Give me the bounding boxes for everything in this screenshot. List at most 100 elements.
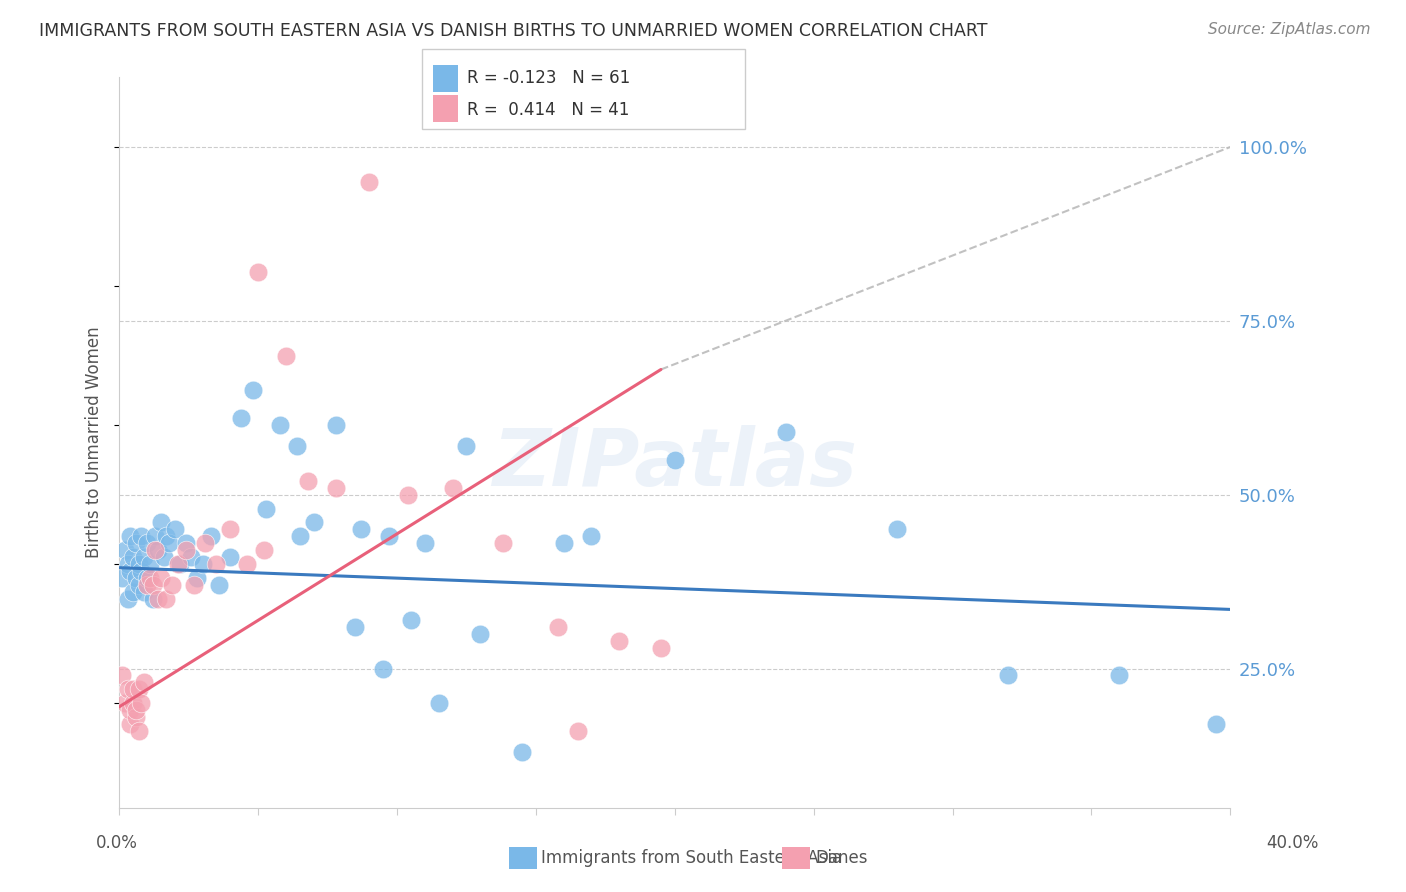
Point	[236, 558, 259, 572]
Point	[125, 536, 148, 550]
Point	[146, 592, 169, 607]
Point	[553, 536, 575, 550]
Point	[155, 592, 177, 607]
Point	[169, 558, 191, 572]
Point	[134, 585, 156, 599]
Point	[180, 550, 202, 565]
Point	[581, 529, 603, 543]
Text: R = -0.123   N = 61: R = -0.123 N = 61	[467, 69, 630, 87]
Point	[128, 558, 150, 572]
Point	[510, 745, 533, 759]
Point	[775, 425, 797, 439]
Point	[242, 384, 264, 398]
Point	[256, 501, 278, 516]
Point	[111, 668, 134, 682]
Point	[186, 571, 208, 585]
Point	[125, 571, 148, 585]
Point	[183, 578, 205, 592]
Point	[208, 578, 231, 592]
Point	[149, 571, 172, 585]
Point	[373, 661, 395, 675]
Point	[122, 682, 145, 697]
Point	[269, 418, 291, 433]
Point	[157, 536, 180, 550]
Text: ZIPatlas: ZIPatlas	[492, 425, 858, 503]
Point	[122, 696, 145, 710]
Point	[114, 696, 136, 710]
Point	[146, 543, 169, 558]
Point	[122, 585, 145, 599]
Point	[134, 550, 156, 565]
Point	[253, 543, 276, 558]
Point	[125, 710, 148, 724]
Point	[664, 453, 686, 467]
Point	[567, 724, 589, 739]
Text: R =  0.414   N = 41: R = 0.414 N = 41	[467, 101, 628, 119]
Point	[111, 571, 134, 585]
Point	[145, 543, 167, 558]
Point	[122, 550, 145, 565]
Point	[120, 703, 142, 717]
Point	[136, 571, 159, 585]
Point	[120, 529, 142, 543]
Point	[166, 558, 188, 572]
Point	[650, 640, 672, 655]
Point	[427, 696, 450, 710]
Point	[413, 536, 436, 550]
Point	[396, 488, 419, 502]
Point	[120, 717, 142, 731]
Point	[886, 523, 908, 537]
Text: Danes: Danes	[815, 849, 868, 867]
Point	[174, 543, 197, 558]
Point	[219, 550, 242, 565]
Point	[128, 724, 150, 739]
Point	[219, 523, 242, 537]
Point	[174, 536, 197, 550]
Point	[359, 175, 381, 189]
Text: 40.0%: 40.0%	[1267, 834, 1319, 852]
Point	[125, 703, 148, 717]
Point	[134, 675, 156, 690]
Point	[285, 439, 308, 453]
Point	[128, 682, 150, 697]
Point	[247, 265, 270, 279]
Point	[205, 558, 228, 572]
Point	[163, 523, 186, 537]
Point	[128, 578, 150, 592]
Point	[344, 620, 367, 634]
Point	[194, 536, 217, 550]
Point	[456, 439, 478, 453]
Point	[274, 349, 297, 363]
Y-axis label: Births to Unmarried Women: Births to Unmarried Women	[86, 326, 103, 558]
Point	[997, 668, 1019, 682]
Point	[139, 558, 162, 572]
Point	[149, 516, 172, 530]
Point	[350, 523, 373, 537]
Point	[120, 564, 142, 578]
Point	[117, 592, 139, 607]
Point	[145, 529, 167, 543]
Point	[117, 558, 139, 572]
Point	[191, 558, 214, 572]
Point	[117, 682, 139, 697]
Point	[297, 474, 319, 488]
Point	[399, 613, 422, 627]
Point	[136, 536, 159, 550]
Point	[470, 626, 492, 640]
Point	[139, 571, 162, 585]
Text: 0.0%: 0.0%	[96, 834, 138, 852]
Point	[607, 633, 630, 648]
Point	[155, 529, 177, 543]
Point	[1205, 717, 1227, 731]
Point	[114, 543, 136, 558]
Point	[136, 578, 159, 592]
Point	[547, 620, 569, 634]
Text: IMMIGRANTS FROM SOUTH EASTERN ASIA VS DANISH BIRTHS TO UNMARRIED WOMEN CORRELATI: IMMIGRANTS FROM SOUTH EASTERN ASIA VS DA…	[39, 22, 988, 40]
Text: Source: ZipAtlas.com: Source: ZipAtlas.com	[1208, 22, 1371, 37]
Point	[142, 592, 165, 607]
Point	[325, 481, 347, 495]
Point	[288, 529, 311, 543]
Point	[231, 411, 253, 425]
Point	[131, 564, 153, 578]
Point	[131, 529, 153, 543]
